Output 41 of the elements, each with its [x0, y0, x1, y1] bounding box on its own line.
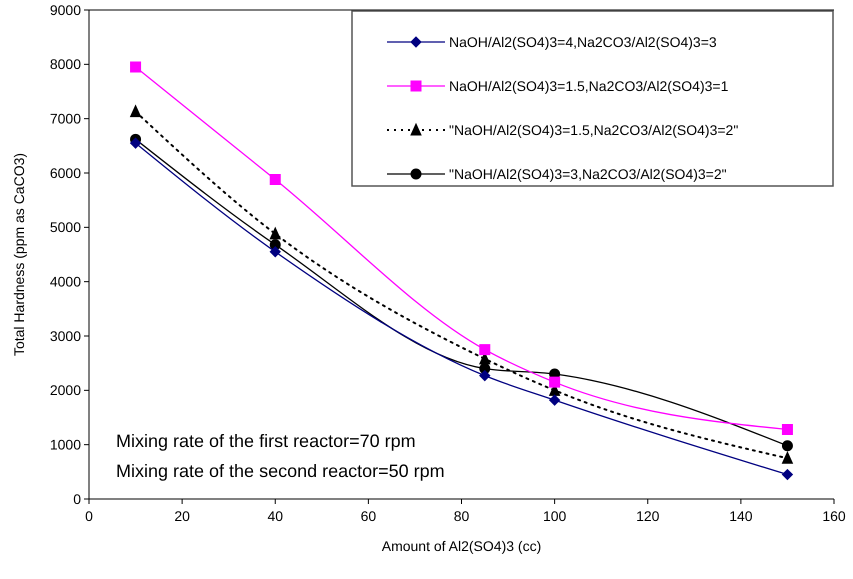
y-axis-title: Total Hardness (ppm as CaCO3)	[11, 152, 27, 356]
point	[270, 227, 281, 240]
x-tick-label: 40	[267, 508, 284, 524]
point	[270, 246, 281, 258]
point	[549, 394, 560, 406]
y-tick-label: 5000	[50, 219, 82, 236]
point	[782, 452, 793, 464]
x-tick-label: 80	[454, 508, 470, 524]
x-tick-label: 60	[360, 508, 376, 524]
y-tick-label: 4000	[50, 274, 82, 290]
legend-label: "NaOH/Al2(SO4)3=1.5,Na2CO3/Al2(SO4)3=2"	[449, 122, 738, 138]
point	[782, 440, 793, 452]
y-tick-label: 2000	[50, 382, 82, 398]
y-tick-label: 6000	[50, 164, 82, 181]
x-tick-label: 0	[85, 508, 94, 524]
point	[479, 344, 490, 356]
x-tick-label: 20	[174, 508, 190, 524]
point	[782, 424, 793, 435]
x-tick-label: 100	[542, 508, 567, 524]
y-tick-label: 9000	[50, 2, 82, 18]
y-tick-label: 1000	[50, 436, 82, 453]
x-axis-title: Amount of Al2(SO4)3 (cc)	[382, 538, 542, 554]
x-tick-label: 160	[822, 508, 846, 524]
legend-label: "NaOH/Al2(SO4)3=3,Na2CO3/Al2(SO4)3=2"	[449, 166, 727, 182]
point	[549, 376, 560, 388]
legend-label: NaOH/Al2(SO4)3=4,Na2CO3/Al2(SO4)3=3	[449, 34, 717, 50]
y-tick-label: 3000	[50, 328, 82, 344]
point	[479, 370, 490, 382]
y-tick-label: 0	[73, 490, 82, 507]
point	[130, 138, 142, 149]
y-tick-label: 7000	[50, 110, 82, 127]
point	[270, 174, 281, 186]
legend-label: NaOH/Al2(SO4)3=1.5,Na2CO3/Al2(SO4)3=1	[449, 78, 729, 94]
annotation: Mixing rate of the first reactor=70 rpm	[116, 431, 416, 451]
x-tick-label: 120	[636, 508, 660, 524]
point	[130, 62, 142, 73]
x-tick-label: 140	[729, 508, 753, 524]
point	[130, 105, 142, 118]
point	[782, 469, 793, 480]
y-tick-label: 8000	[50, 56, 82, 72]
annotation: Mixing rate of the second reactor=50 rpm	[116, 461, 445, 481]
